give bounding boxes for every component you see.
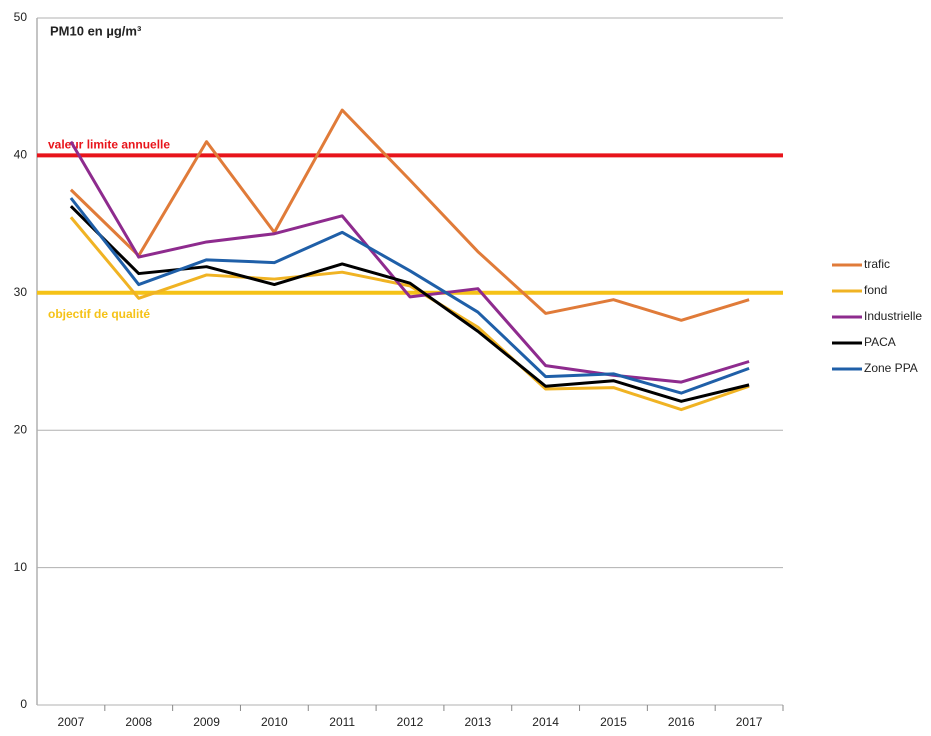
x-tick-label: 2014 xyxy=(532,715,559,729)
x-tick-label: 2013 xyxy=(464,715,491,729)
x-tick-label: 2010 xyxy=(261,715,288,729)
legend-label: Zone PPA xyxy=(864,361,918,375)
legend-label: trafic xyxy=(864,257,890,271)
reference-label: objectif de qualité xyxy=(48,307,150,321)
chart-title: PM10 en µg/m³ xyxy=(50,23,142,38)
series-line xyxy=(69,197,750,395)
y-tick-label: 30 xyxy=(14,285,28,299)
x-tick-label: 2017 xyxy=(736,715,763,729)
y-tick-label: 40 xyxy=(14,148,28,162)
legend-label: PACA xyxy=(864,335,896,349)
x-tick-label: 2011 xyxy=(329,715,355,729)
x-tick-label: 2012 xyxy=(397,715,424,729)
x-tick-label: 2009 xyxy=(193,715,220,729)
legend-label: fond xyxy=(864,283,887,297)
reference-label: valeur limite annuelle xyxy=(48,138,170,152)
x-tick-label: 2016 xyxy=(668,715,695,729)
series-line xyxy=(69,205,750,403)
x-tick-label: 2007 xyxy=(58,715,85,729)
series-line xyxy=(69,140,750,384)
series-line xyxy=(69,108,750,322)
x-tick-label: 2008 xyxy=(125,715,152,729)
y-tick-label: 0 xyxy=(20,697,27,711)
x-tick-label: 2015 xyxy=(600,715,627,729)
y-tick-label: 50 xyxy=(14,10,28,24)
y-tick-label: 20 xyxy=(14,422,28,436)
legend-label: Industrielle xyxy=(864,309,922,323)
series-line xyxy=(69,216,750,412)
y-tick-label: 10 xyxy=(14,560,28,574)
